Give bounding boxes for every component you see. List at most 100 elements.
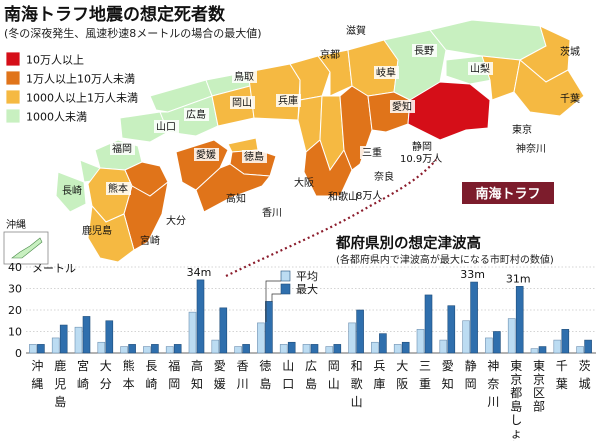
- bar-max: [219, 307, 228, 354]
- peak-annotation: 31m: [506, 272, 531, 285]
- prefecture-label: 徳島: [244, 150, 264, 163]
- bar-max: [151, 344, 159, 354]
- bar-max: [128, 344, 136, 354]
- x-tick-label: 東京区部: [533, 359, 545, 414]
- x-tick-label: 千葉: [556, 359, 568, 391]
- bar-max: [37, 344, 45, 354]
- bar-max: [105, 320, 114, 354]
- prefecture-label-bg: [360, 146, 385, 159]
- map-region-kagoshima: [87, 204, 135, 263]
- bar-max: [447, 305, 456, 354]
- bar-average: [416, 329, 425, 354]
- bar-average: [485, 337, 493, 354]
- legend-label: 10万人以上: [26, 54, 84, 67]
- okinawa-inset-frame: [3, 231, 49, 265]
- x-tick-label: 宮崎: [77, 358, 89, 391]
- x-tick-label: 岡山: [328, 359, 340, 391]
- bar-max: [561, 329, 570, 354]
- prefecture-label-bg: [374, 66, 399, 79]
- x-tick-label: 愛知: [442, 359, 454, 391]
- series-legend-swatch: [280, 270, 291, 282]
- y-tick-label: 0: [15, 347, 22, 360]
- bar-average: [576, 346, 584, 354]
- tsunami-height-chart: 0 10 20 30 40 メートル沖縄鹿児島宮崎大分熊本長崎福岡高知愛媛香川徳島山口広島…: [8, 261, 596, 441]
- legend-label: 1000人以上1万人未満: [26, 92, 138, 105]
- prefecture-label-bg: [194, 148, 219, 161]
- bar-average: [325, 346, 334, 354]
- nankai-trough-label: 南海トラフ: [475, 186, 540, 202]
- x-tick-label: 兵庫: [373, 359, 385, 391]
- prefecture-label: 和歌山: [328, 190, 358, 203]
- x-tick-label: 東京都島しょ部: [510, 359, 522, 441]
- prefecture-label: 神奈川: [516, 142, 546, 155]
- bar-average: [211, 339, 220, 354]
- prefecture-label: 奈良: [374, 170, 394, 183]
- prefecture-label: 千葉: [560, 92, 580, 105]
- x-tick-label: 徳島: [259, 358, 271, 391]
- prefecture-label: 東京: [512, 123, 532, 136]
- bar-average: [188, 311, 197, 354]
- prefecture-label: 岐阜: [376, 66, 396, 79]
- bar-average: [143, 346, 151, 354]
- x-tick-label: 福岡: [168, 358, 180, 391]
- prefecture-label: 岡山: [232, 97, 252, 109]
- bar-max: [196, 279, 205, 354]
- bar-max: [493, 331, 501, 354]
- series-legend-label: 最大: [296, 282, 318, 296]
- map-region-shizuoka: [407, 81, 491, 141]
- legend-leader: [271, 293, 281, 302]
- bar-average: [97, 341, 106, 354]
- bar-max: [538, 346, 547, 354]
- prefecture-label: 愛知: [392, 100, 412, 113]
- bar-average: [393, 344, 402, 354]
- bar-average: [257, 322, 265, 354]
- x-tick-label: 熊本: [123, 358, 135, 391]
- bar-max: [242, 344, 250, 354]
- bar-max: [310, 344, 319, 354]
- map-region-nagasaki: [55, 171, 87, 213]
- prefecture-label: 愛媛: [196, 148, 216, 161]
- nankai-trough-line: [225, 159, 437, 277]
- legend-label: 1万人以上10万人未満: [26, 73, 135, 86]
- prefecture-label: 長崎: [62, 184, 82, 197]
- nankai-trough-label-box: [462, 182, 554, 204]
- x-tick-label: 静岡: [465, 359, 477, 391]
- bar-average: [302, 344, 311, 354]
- x-tick-label: 鹿児島: [54, 358, 66, 409]
- bar-average: [234, 346, 242, 354]
- map-region-kanto-north: [429, 19, 547, 61]
- prefecture-label: 沖縄: [6, 218, 26, 231]
- prefecture-label-bg: [412, 44, 437, 57]
- prefecture-label: 鹿児島: [82, 224, 112, 237]
- bar-average: [51, 337, 60, 354]
- x-tick-label: 和歌山: [351, 359, 363, 409]
- bar-max: [470, 281, 478, 354]
- prefecture-label: 宮崎: [140, 234, 160, 247]
- x-tick-label: 茨城: [579, 359, 591, 391]
- y-tick-label: 30: [8, 283, 22, 296]
- bar-average: [74, 326, 83, 354]
- prefecture-label: 福岡: [112, 142, 132, 155]
- prefecture-label: 熊本: [108, 182, 128, 195]
- bar-max: [379, 333, 387, 354]
- bar-average: [279, 344, 288, 354]
- series-legend-swatch: [280, 283, 291, 295]
- prefecture-label-bg: [106, 182, 131, 195]
- death-toll-note: 10.9万人: [400, 153, 442, 165]
- prefecture-label: 広島: [186, 108, 206, 121]
- prefecture-label: 長野: [414, 45, 434, 57]
- prefecture-label: 京都: [320, 48, 340, 61]
- main-title: 南海トラフ地震の想定死者数: [4, 4, 226, 25]
- map-region-chiba: [513, 59, 585, 117]
- peak-annotation: 34m: [187, 266, 212, 279]
- bar-max: [401, 341, 410, 354]
- prefecture-label-bg: [154, 120, 179, 133]
- chart-subtitle: (各都府県内で津波高が最大になる市町村の数値): [336, 253, 554, 266]
- bar-max: [287, 341, 296, 354]
- x-tick-label: 長崎: [145, 359, 157, 391]
- map-death-annotations: 10.9万人 8万人: [356, 153, 442, 202]
- prefecture-label-bg: [230, 96, 255, 109]
